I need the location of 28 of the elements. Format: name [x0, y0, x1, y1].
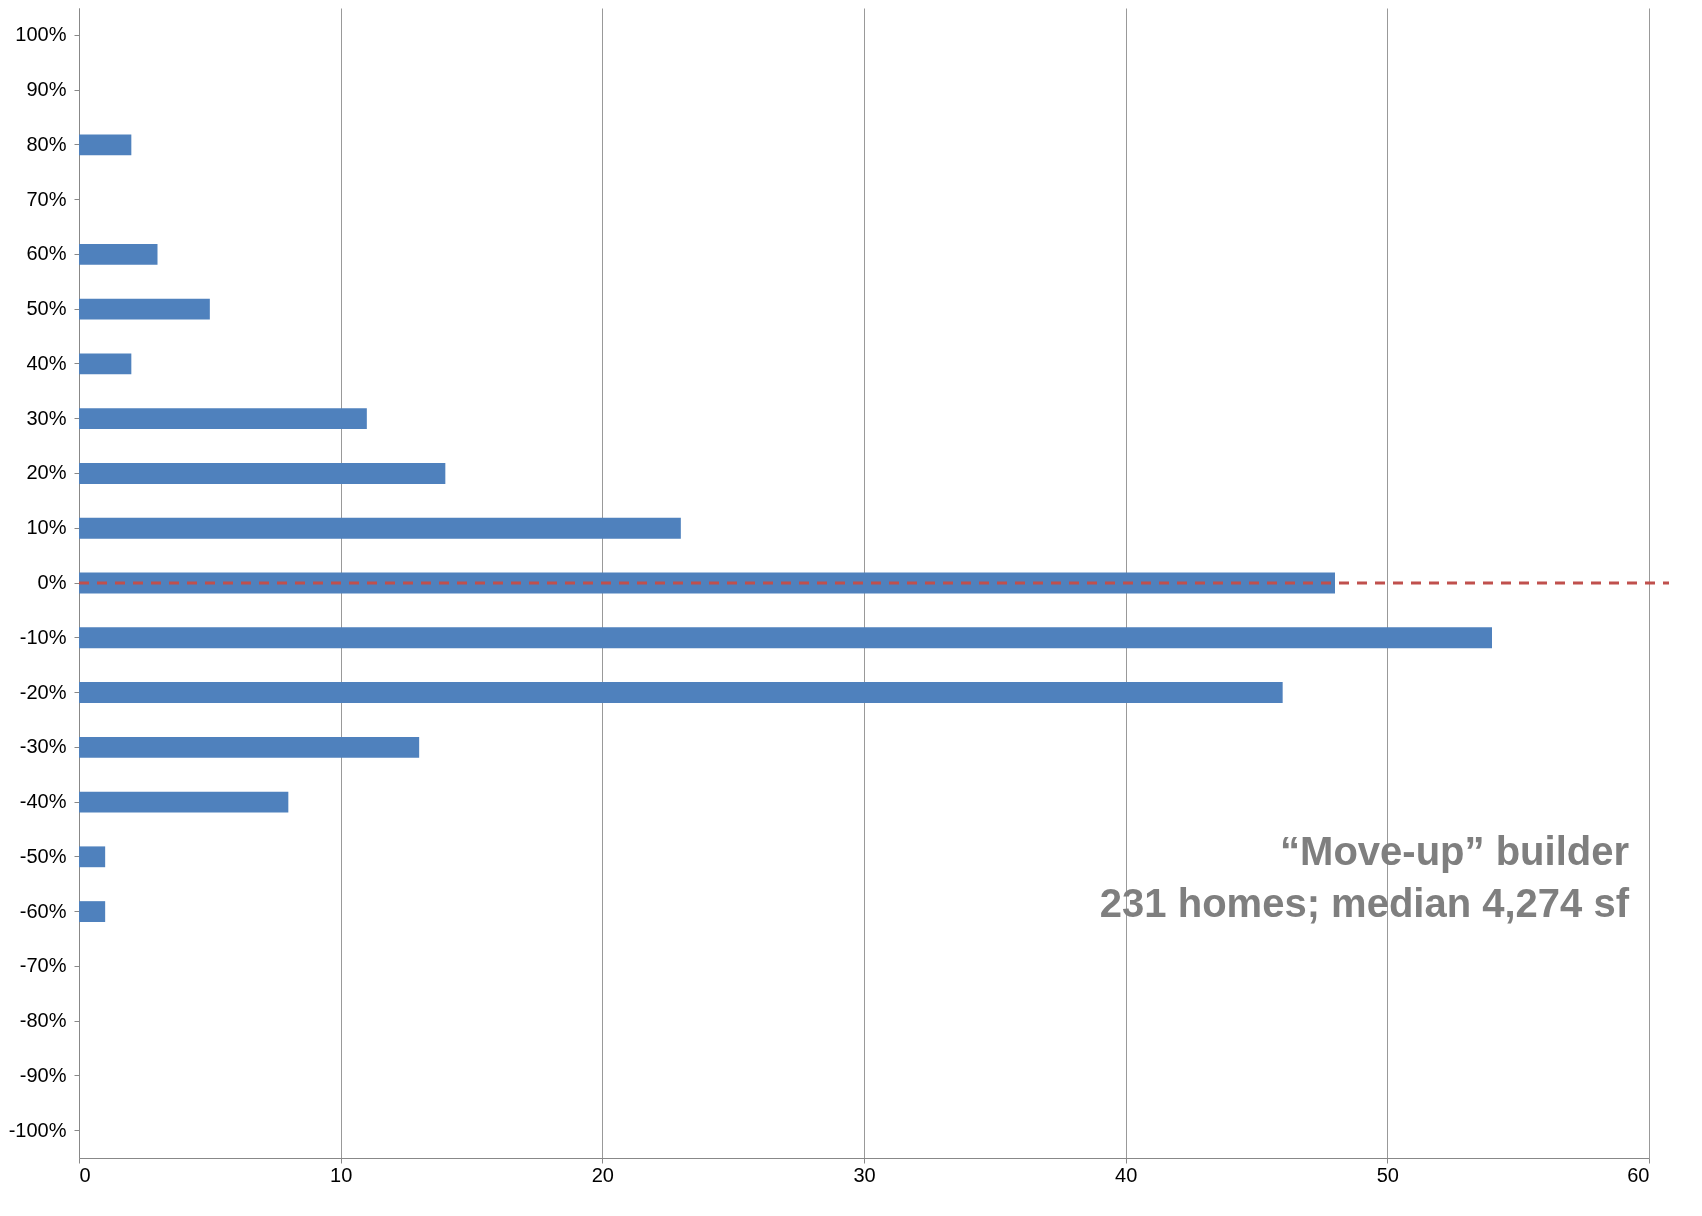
y-tick-label: 70%: [26, 187, 67, 210]
y-tick-label: -60%: [19, 899, 67, 922]
x-tick-label: 60: [1627, 1163, 1650, 1186]
x-tick-label: 40: [1115, 1163, 1138, 1186]
y-tick-label: -70%: [19, 954, 67, 977]
y-tick-label: 30%: [26, 406, 67, 429]
y-tick-label: 100%: [15, 23, 67, 46]
x-tick-label: 50: [1376, 1163, 1399, 1186]
y-tick-label: 90%: [26, 78, 67, 101]
y-tick-label: 40%: [26, 351, 67, 374]
y-tick-label: 20%: [26, 461, 67, 484]
y-tick-label: 80%: [26, 132, 67, 155]
y-tick-label: -50%: [19, 844, 67, 867]
x-tick-label: 20: [591, 1163, 614, 1186]
y-tick-label: 0%: [37, 571, 67, 593]
x-tick-label: 30: [853, 1163, 876, 1186]
y-tick-label: -30%: [19, 735, 67, 758]
y-tick-label: -20%: [19, 680, 67, 703]
y-tick-label: -10%: [19, 625, 67, 648]
y-tick-label: -100%: [8, 1118, 67, 1141]
y-tick-label: 50%: [26, 297, 67, 320]
y-tick-label: 10%: [26, 516, 67, 539]
y-tick-label: -90%: [19, 1063, 67, 1086]
y-tick-label: -80%: [19, 1009, 67, 1032]
x-tick-label: 10: [330, 1163, 353, 1186]
x-tick-label: 0: [79, 1163, 91, 1186]
y-tick-label: 60%: [26, 242, 67, 265]
y-tick-label: -40%: [19, 790, 67, 813]
